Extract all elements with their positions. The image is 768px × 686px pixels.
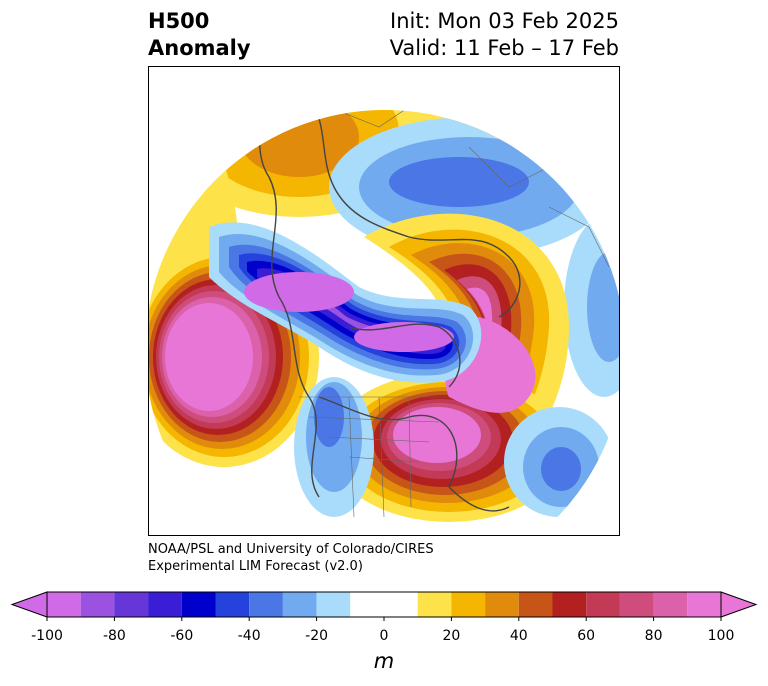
colorbar-tick-label: -100: [31, 628, 63, 644]
colorbar-segment: [249, 592, 283, 617]
colorbar-tick-label: -20: [305, 628, 329, 644]
colorbar-segment: [451, 592, 486, 617]
colorbar-under-arrow: [10, 591, 48, 618]
credit-line-2: Experimental LIM Forecast (v2.0): [148, 559, 363, 574]
colorbar-tick-label: 60: [577, 628, 596, 644]
ridge-north-america: [329, 317, 569, 522]
title-variable: H500: [148, 9, 210, 33]
colorbar-segment: [148, 592, 182, 617]
colorbar-tick-label: -80: [102, 628, 126, 644]
political-borders: [299, 110, 610, 518]
colorbar-ticks: -100 -80 -60 -40 -20 0 20 40 60 80 100: [0, 628, 768, 646]
trough-arctic: [329, 117, 619, 397]
trough-canada: [209, 222, 482, 383]
colorbar-tick-label: 80: [644, 628, 663, 644]
colorbar-tick-label: 0: [379, 628, 389, 644]
map-title: H500 Anomaly: [148, 8, 251, 62]
trough-western-us: [294, 377, 374, 517]
colorbar-tick-label: 40: [509, 628, 528, 644]
colorbar-segment: [586, 592, 620, 617]
colorbar-segment: [316, 592, 351, 617]
colorbar-segment: [552, 592, 587, 617]
ridge-north-atlantic: [149, 247, 319, 467]
trough-east: [504, 407, 614, 517]
colorbar-segment: [47, 592, 81, 617]
colorbar-segment: [181, 592, 216, 617]
colorbar-tick-label: 20: [442, 628, 461, 644]
init-date: Init: Mon 03 Feb 2025: [390, 9, 619, 33]
forecast-dates: Init: Mon 03 Feb 2025 Valid: 11 Feb – 17…: [300, 8, 619, 62]
colorbar-svg: [10, 591, 758, 621]
colorbar-segment: [485, 592, 519, 617]
colorbar: [0, 585, 768, 625]
credit-line-1: NOAA/PSL and University of Colorado/CIRE…: [148, 542, 434, 557]
colorbar-tick-label: 100: [707, 628, 735, 644]
valid-range: Valid: 11 Feb – 17 Feb: [389, 36, 619, 60]
title-quantity: Anomaly: [148, 36, 251, 60]
colorbar-segment: [417, 592, 452, 617]
colorbar-tick-label: -60: [170, 628, 194, 644]
colorbar-segment: [350, 592, 418, 617]
colorbar-segment: [653, 592, 688, 617]
colorbar-segment: [282, 592, 317, 617]
colorbar-over-arrow: [720, 591, 758, 618]
colorbar-segment: [114, 592, 149, 617]
credit-text: NOAA/PSL and University of Colorado/CIRE…: [148, 541, 434, 575]
colorbar-segment: [619, 592, 654, 617]
anomaly-map: [148, 66, 620, 536]
polar-map-svg: [149, 110, 619, 535]
colorbar-segment: [518, 592, 553, 617]
colorbar-segment: [215, 592, 250, 617]
colorbar-segment: [80, 592, 115, 617]
colorbar-tick-label: -40: [237, 628, 261, 644]
colorbar-segment: [687, 592, 721, 617]
colorbar-unit: m: [373, 649, 395, 673]
